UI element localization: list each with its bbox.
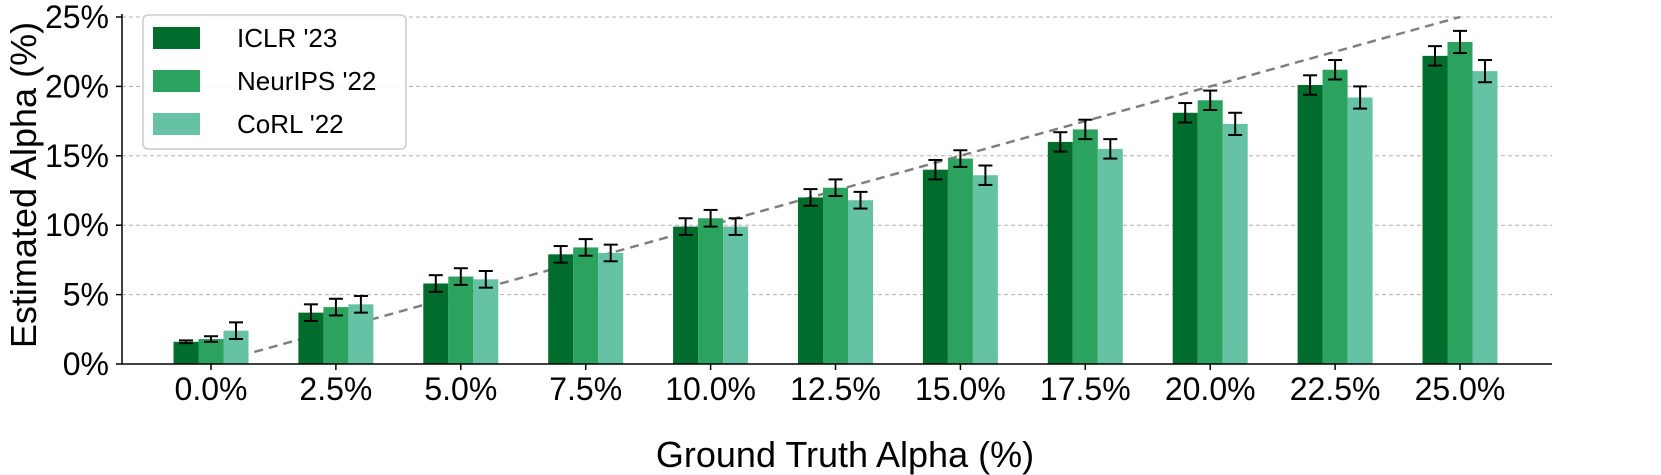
bar (1347, 97, 1373, 364)
bar (1222, 123, 1248, 364)
x-tick-label: 10.0% (665, 371, 756, 407)
bar (323, 307, 349, 364)
bar (1047, 141, 1073, 364)
y-tick-label: 20% (45, 68, 109, 104)
x-tick-label: 17.5% (1040, 371, 1131, 407)
error-bars (179, 29, 1492, 345)
bar (1297, 85, 1323, 365)
bar (1322, 69, 1348, 364)
bar (723, 226, 749, 364)
legend-label-iclr23: ICLR '23 (237, 23, 337, 53)
bar (423, 283, 449, 364)
x-tick-label: 22.5% (1290, 371, 1381, 407)
bar (1447, 41, 1473, 364)
legend-label-corl22: CoRL '22 (237, 109, 344, 139)
bar (1172, 112, 1198, 364)
x-tick-label: 20.0% (1165, 371, 1256, 407)
x-tick-label: 15.0% (915, 371, 1006, 407)
x-tick-label: 2.5% (299, 371, 372, 407)
x-tick-label: 25.0% (1415, 371, 1506, 407)
bar (473, 279, 499, 364)
legend-label-neurips22: NeurIPS '22 (237, 66, 376, 96)
bar (1197, 100, 1223, 364)
y-tick-label: 5% (63, 277, 109, 313)
bar (698, 218, 724, 364)
bar (823, 187, 848, 364)
x-tick-label: 5.0% (424, 371, 497, 407)
y-axis-label: Estimated Alpha (%) (3, 22, 44, 348)
bar (1422, 55, 1448, 364)
bars (173, 41, 1498, 365)
x-tick-label: 7.5% (549, 371, 622, 407)
x-tick-label: 12.5% (790, 371, 881, 407)
y-tick-label: 10% (45, 207, 109, 243)
x-axis-label: Ground Truth Alpha (%) (656, 434, 1034, 475)
legend: ICLR '23 NeurIPS '22 CoRL '22 (142, 14, 407, 150)
legend-swatch-iclr23 (153, 27, 200, 49)
bar (573, 247, 599, 364)
y-tick-label: 25% (45, 0, 109, 35)
bar (673, 226, 699, 364)
bar (848, 200, 873, 364)
legend-swatch-corl22 (153, 113, 200, 135)
bar (548, 254, 574, 364)
bar (598, 252, 624, 364)
bar (448, 276, 474, 364)
y-tick-label: 15% (45, 138, 109, 174)
bar (173, 341, 199, 364)
legend-swatch-neurips22 (153, 70, 200, 92)
bar (1097, 148, 1123, 364)
bar (198, 339, 224, 364)
bar (348, 304, 374, 364)
bar (972, 175, 998, 364)
y-tick-label: 0% (63, 346, 109, 382)
bar (1472, 71, 1498, 365)
bar (798, 197, 823, 364)
tick-labels: 0% 5% 10% 15% 20% 25% 0.0% 2.5% 5.0% 7.5% 10.0% 12.… (45, 0, 1505, 407)
bar (922, 169, 948, 364)
axes (121, 14, 1552, 365)
legend-frame (142, 14, 407, 150)
bar (947, 158, 973, 364)
x-tick-label: 0.0% (175, 371, 248, 407)
bar (1072, 129, 1098, 364)
